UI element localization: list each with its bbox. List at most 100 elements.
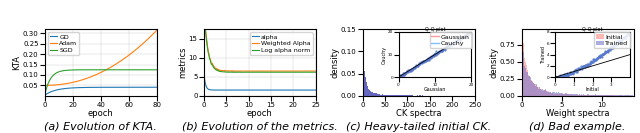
Bar xyxy=(538,87,540,96)
Bar xyxy=(605,95,606,96)
Bar xyxy=(544,90,545,96)
Bar xyxy=(613,95,614,96)
Bar xyxy=(613,95,614,96)
Bar xyxy=(597,95,598,96)
Line: Weighted Alpha: Weighted Alpha xyxy=(204,4,316,71)
Adam xyxy=(42,85,49,86)
Bar xyxy=(554,92,555,96)
Bar xyxy=(596,95,597,96)
Bar xyxy=(596,95,597,96)
Bar xyxy=(526,72,527,96)
Bar xyxy=(541,89,542,96)
Bar xyxy=(580,95,581,96)
SGD xyxy=(153,69,161,71)
Bar xyxy=(557,93,558,96)
Bar xyxy=(571,94,572,96)
Bar xyxy=(606,95,607,96)
Bar xyxy=(547,92,548,96)
Bar xyxy=(598,95,599,96)
Bar xyxy=(556,94,557,96)
SGD xyxy=(109,69,117,71)
Bar xyxy=(566,94,567,96)
Bar xyxy=(579,94,580,96)
Bar xyxy=(532,82,533,96)
Bar xyxy=(554,93,555,96)
Bar xyxy=(570,94,571,96)
Weighted Alpha xyxy=(200,3,207,4)
Legend: Gaussian, Cauchy: Gaussian, Cauchy xyxy=(429,32,472,48)
Bar xyxy=(630,95,632,96)
Line: SGD: SGD xyxy=(45,70,157,95)
GD xyxy=(108,86,115,88)
Log alpha norm xyxy=(232,72,239,73)
Bar xyxy=(525,62,526,96)
Bar xyxy=(632,95,634,96)
Weighted Alpha xyxy=(294,70,302,72)
Bar xyxy=(603,95,604,96)
Bar xyxy=(566,93,567,96)
Bar xyxy=(615,95,616,96)
Bar xyxy=(595,95,596,96)
Bar xyxy=(600,95,601,96)
Bar xyxy=(621,95,622,96)
Bar xyxy=(602,95,603,96)
Bar xyxy=(612,95,613,96)
Bar xyxy=(575,95,577,96)
GD xyxy=(108,86,115,88)
Bar xyxy=(550,92,552,96)
Bar xyxy=(614,95,615,96)
Bar xyxy=(536,87,538,96)
Bar xyxy=(556,92,557,96)
Bar xyxy=(593,95,595,96)
Adam xyxy=(153,30,161,31)
Weighted Alpha xyxy=(266,70,274,72)
Bar xyxy=(589,95,591,96)
Bar xyxy=(563,94,564,96)
Bar xyxy=(610,95,611,96)
Bar xyxy=(621,95,622,96)
Bar xyxy=(628,95,630,96)
Bar xyxy=(574,95,575,96)
Bar xyxy=(624,95,625,96)
Bar xyxy=(531,81,532,96)
Bar xyxy=(607,95,608,96)
Bar xyxy=(582,95,583,96)
Bar xyxy=(593,95,595,96)
Bar xyxy=(585,95,586,96)
Bar xyxy=(608,95,609,96)
X-axis label: epoch: epoch xyxy=(247,109,273,118)
Bar xyxy=(589,95,591,96)
Bar xyxy=(591,95,593,96)
GD xyxy=(135,86,143,88)
Text: (a) Evolution of KTA.: (a) Evolution of KTA. xyxy=(44,122,157,132)
Bar xyxy=(588,94,589,96)
Bar xyxy=(627,95,628,96)
Bar xyxy=(536,87,538,96)
Bar xyxy=(602,95,603,96)
Bar xyxy=(604,95,605,96)
GD xyxy=(42,94,49,96)
Bar xyxy=(625,95,626,96)
Bar xyxy=(567,94,568,96)
Bar xyxy=(581,95,582,96)
Text: (b) Evolution of the metrics.: (b) Evolution of the metrics. xyxy=(182,122,337,132)
Y-axis label: density: density xyxy=(489,47,499,78)
Log alpha norm xyxy=(294,71,302,73)
Bar xyxy=(600,95,601,96)
Line: Adam: Adam xyxy=(45,30,157,85)
Bar xyxy=(609,95,610,96)
Bar xyxy=(528,75,529,96)
alpha xyxy=(269,89,276,91)
Adam xyxy=(41,85,49,86)
Bar xyxy=(616,95,617,96)
Adam xyxy=(143,40,150,41)
Bar xyxy=(546,92,547,96)
Bar xyxy=(624,95,625,96)
Bar xyxy=(546,91,547,96)
Bar xyxy=(622,95,623,96)
Bar xyxy=(617,95,618,96)
SGD xyxy=(42,92,49,94)
Bar xyxy=(597,95,598,96)
Bar xyxy=(568,94,569,96)
Bar xyxy=(540,89,541,96)
